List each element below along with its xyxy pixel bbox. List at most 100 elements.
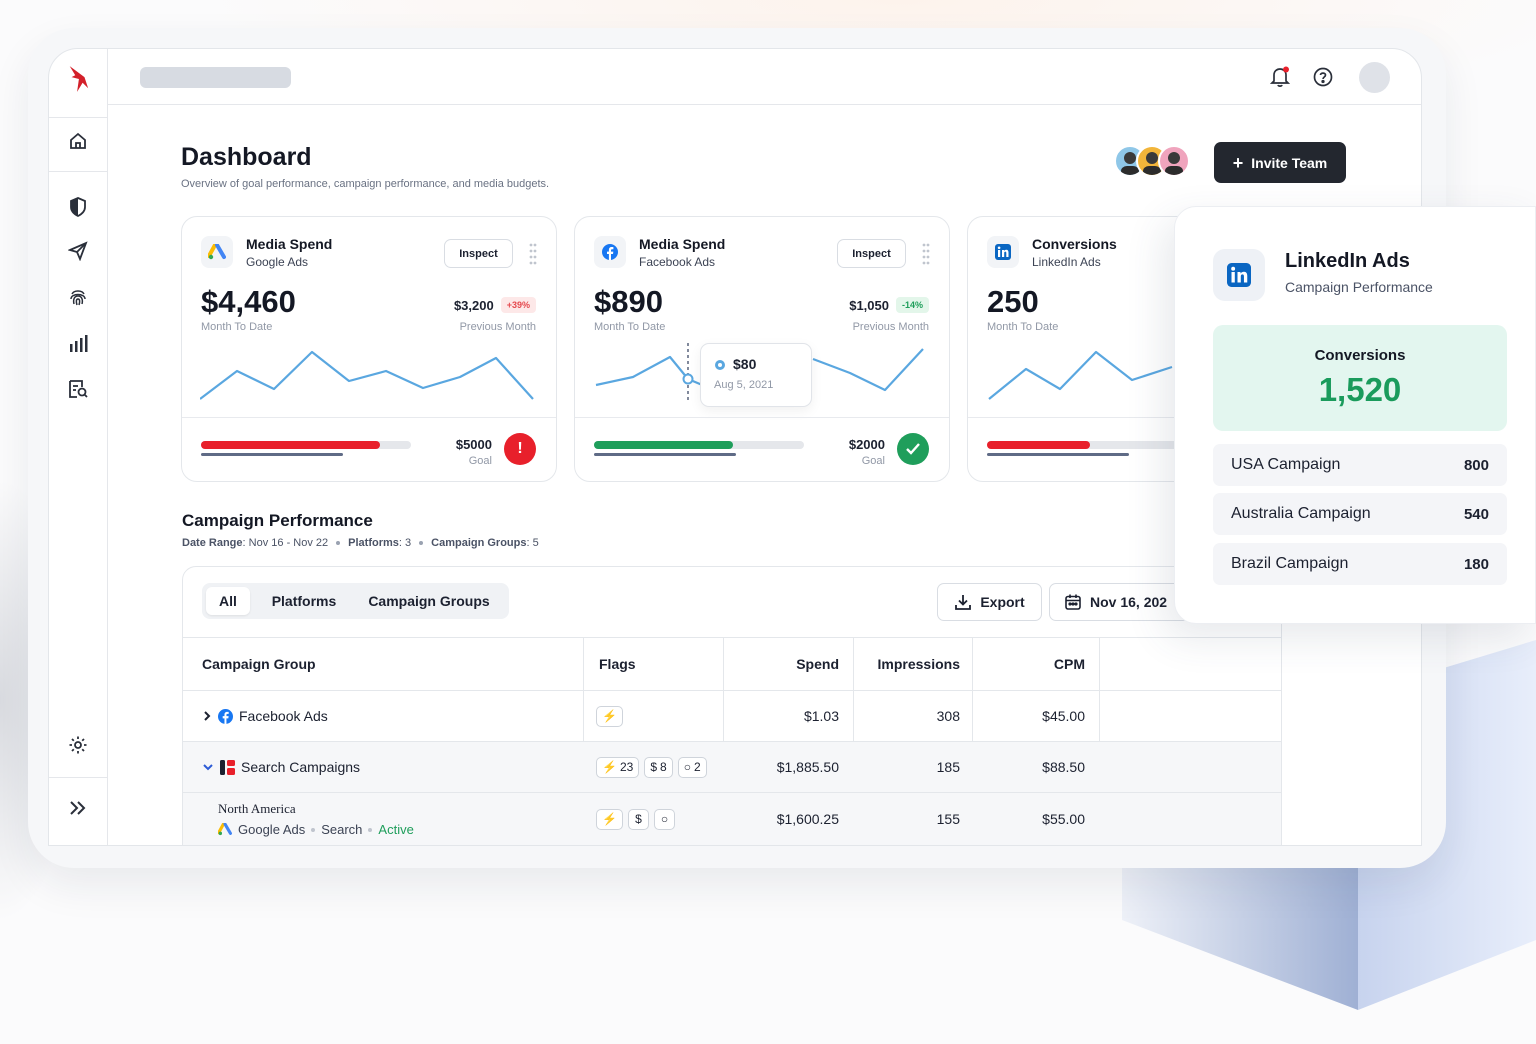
previous-label: Previous Month: [459, 321, 536, 333]
card-subtitle: Campaign Performance: [1285, 279, 1433, 295]
lightning-flag[interactable]: ⚡ 23: [596, 756, 640, 778]
drag-handle-icon[interactable]: [922, 242, 930, 266]
column-header[interactable]: Campaign Group: [202, 656, 316, 672]
sparkline-chart: [988, 350, 1173, 400]
campaign-group-icon: [220, 759, 235, 775]
invite-team-button[interactable]: + Invite Team: [1214, 142, 1346, 183]
metric-title: Media Spend: [639, 236, 726, 252]
sub-campaign-name: North America: [218, 801, 296, 816]
flags: ⚡: [596, 691, 628, 741]
metric-value-label: Month To Date: [594, 321, 666, 333]
bulb-flag[interactable]: ○ 2: [677, 756, 707, 778]
fingerprint-icon[interactable]: [66, 286, 90, 310]
lightning-icon: ⚡: [602, 760, 617, 774]
column-header[interactable]: CPM: [1053, 656, 1085, 672]
download-icon: [955, 595, 972, 610]
metric-value-label: Month To Date: [987, 321, 1059, 333]
google-ads-icon: [218, 823, 232, 836]
dollar-icon[interactable]: $: [627, 808, 649, 830]
home-icon[interactable]: [66, 129, 90, 153]
change-badge: +39%: [500, 297, 536, 313]
bar-chart-icon[interactable]: [66, 332, 90, 356]
alert-icon: !: [504, 433, 536, 465]
flags: ⚡ $ ○: [596, 793, 680, 845]
spend-value: $1,885.50: [776, 759, 839, 775]
facebook-icon: [594, 236, 626, 268]
google-ads-icon: [201, 236, 233, 268]
tooltip-date: Aug 5, 2021: [714, 379, 774, 391]
table-row[interactable]: Search Campaigns ⚡ 23 $8 ○ 2 $1,885.50 185…: [183, 742, 1281, 793]
impressions-value: 185: [936, 759, 960, 775]
change-badge: -14%: [895, 297, 929, 313]
column-header[interactable]: Impressions: [877, 656, 960, 672]
lightning-icon[interactable]: ⚡: [596, 808, 623, 830]
list-item[interactable]: USA Campaign 800: [1213, 444, 1507, 486]
goal-progress-bar: [594, 441, 804, 449]
team-avatars[interactable]: [1114, 145, 1190, 179]
cpm-value: $88.50: [1042, 759, 1085, 775]
linkedin-icon: [987, 236, 1019, 268]
impressions-value: 155: [936, 811, 960, 827]
list-item[interactable]: Brazil Campaign 180: [1213, 543, 1507, 585]
spend-value: $1.03: [803, 708, 839, 724]
export-button[interactable]: Export: [937, 583, 1042, 621]
chevron-down-icon[interactable]: [202, 762, 214, 772]
goal-progress-bar: [987, 441, 1197, 449]
logo-icon[interactable]: [66, 66, 90, 92]
drag-handle-icon[interactable]: [529, 242, 537, 266]
report-search-icon[interactable]: [66, 377, 90, 401]
help-icon[interactable]: [1311, 65, 1335, 89]
metric-card-facebook-ads: Media Spend Facebook Ads Inspect $890 Mo…: [574, 216, 950, 482]
shield-icon[interactable]: [66, 195, 90, 219]
goal-label: Goal: [861, 455, 885, 467]
goal-value: $5000: [455, 437, 492, 452]
tab-platforms[interactable]: Platforms: [271, 593, 337, 609]
lightning-icon[interactable]: ⚡: [596, 705, 623, 727]
tooltip-value: $80: [733, 356, 757, 372]
list-item[interactable]: Australia Campaign 540: [1213, 493, 1507, 535]
sidebar: [49, 49, 108, 845]
table-row[interactable]: Facebook Ads ⚡ $1.03 308 $45.00: [183, 691, 1281, 742]
app-window: Dashboard Overview of goal performance, …: [48, 48, 1422, 846]
spend-value: $1,600.25: [776, 811, 839, 827]
cpm-value: $45.00: [1042, 708, 1085, 724]
previous-value: $3,200 +39%: [454, 297, 536, 313]
dollar-icon: $: [650, 760, 657, 774]
tab-campaign-groups[interactable]: Campaign Groups: [368, 593, 490, 609]
send-icon[interactable]: [66, 239, 90, 263]
metric-title: Conversions: [1032, 236, 1117, 252]
linkedin-icon: [1213, 249, 1265, 301]
search-placeholder[interactable]: [140, 67, 291, 88]
column-header[interactable]: Spend: [796, 656, 839, 672]
user-avatar[interactable]: [1359, 62, 1390, 93]
tab-all[interactable]: All: [206, 587, 250, 615]
expand-sidebar-icon[interactable]: [66, 796, 90, 820]
plus-icon: +: [1232, 152, 1244, 173]
conversions-label: Conversions: [1314, 347, 1406, 364]
calendar-icon: [1065, 594, 1081, 610]
conversions-summary: Conversions 1,520: [1213, 325, 1507, 431]
chart-tooltip: $80 Aug 5, 2021: [700, 343, 812, 407]
page-title: Dashboard: [181, 143, 312, 171]
page-subtitle: Overview of goal performance, campaign p…: [181, 178, 550, 190]
chevron-right-icon[interactable]: [202, 710, 212, 722]
sparkline-chart: [200, 350, 534, 400]
top-bar: [108, 49, 1421, 105]
inspect-button[interactable]: Inspect: [837, 239, 906, 268]
campaign-name: Facebook Ads: [239, 708, 328, 724]
inspect-button[interactable]: Inspect: [444, 239, 513, 268]
lightbulb-icon[interactable]: ○: [653, 808, 675, 830]
flags: ⚡ 23 $8 ○ 2: [596, 742, 712, 792]
dollar-flag[interactable]: $8: [644, 756, 673, 778]
goal-label: Goal: [468, 455, 492, 467]
sparkline-chart: [595, 343, 924, 403]
metric-value-label: Month To Date: [201, 321, 273, 333]
facebook-icon: [218, 708, 233, 724]
card-title: LinkedIn Ads: [1285, 250, 1410, 272]
column-header[interactable]: Flags: [599, 656, 636, 672]
metric-platform: LinkedIn Ads: [1032, 255, 1101, 269]
linkedin-campaign-card: LinkedIn Ads Campaign Performance Conver…: [1174, 206, 1536, 624]
table-row[interactable]: North America Google Ads Search Active ⚡…: [183, 793, 1281, 845]
gear-icon[interactable]: [66, 733, 90, 757]
notification-bell-icon[interactable]: [1268, 65, 1292, 89]
